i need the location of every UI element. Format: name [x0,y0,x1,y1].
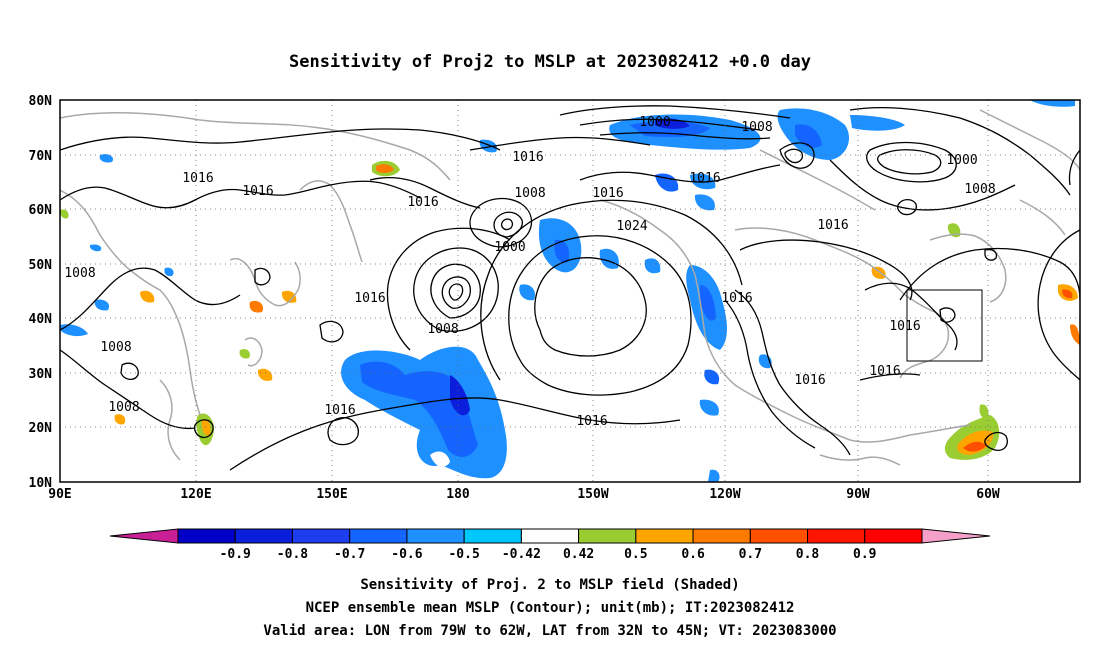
contour-label: 1016 [889,319,920,334]
colorbar-min-extension [109,528,179,544]
sensitivity-shading [60,100,1080,482]
contour-label: 1016 [324,403,355,418]
lat-tick-label: 80N [29,94,53,109]
contour-label: 1008 [64,266,95,281]
lon-tick-label: 150E [316,487,347,502]
colorbar-swatch [406,528,465,544]
contour-label: 1016 [576,414,607,429]
colorbar-swatch [291,528,351,544]
map-frame [59,99,1081,483]
contour-label: 1008 [514,186,545,201]
lat-tick-label: 20N [29,421,53,436]
colorbar-swatch [578,528,637,544]
contour-label: 1008 [108,400,139,415]
contour-label: 1008 [741,120,772,135]
contour-label: 1016 [689,171,720,186]
contour-label: 1016 [354,291,385,306]
lon-tick-label: 90W [846,487,870,502]
caption-line-2: NCEP ensemble mean MSLP (Contour); unit(… [306,600,795,616]
colorbar-swatch [807,528,866,544]
shade-negative-pacific-deep [450,375,470,416]
colorbar-tick-label: 0.7 [739,547,762,562]
colorbar-swatch [692,528,751,544]
colorbar-swatch [864,528,923,544]
colorbar-swatch [463,528,522,544]
contour-labels: 1000 1008 1016 1016 1016 1016 1008 1016 … [64,115,995,429]
colorbar-tick-label: 0.5 [624,547,647,562]
contour-label: 1016 [182,171,213,186]
colorbar-tick-label: -0.8 [277,547,308,562]
lon-tick-label: 90E [48,487,71,502]
colorbar-swatch [520,528,580,544]
lon-tick-label: 150W [577,487,608,502]
lon-tick-label: 60W [976,487,1000,502]
map-area: 1000 1008 1016 1016 1016 1016 1008 1016 … [60,100,1080,482]
figure-title: Sensitivity of Proj2 to MSLP at 20230824… [289,52,811,72]
contour-label: 1016 [512,150,543,165]
lon-tick-label: 180 [446,487,470,502]
mslp-contours [60,105,1080,471]
colorbar-tick-label: -0.6 [391,547,422,562]
colorbar-swatch [749,528,809,544]
lat-tick-label: 10N [29,476,53,491]
lat-tick-label: 50N [29,258,53,273]
lat-tick-label: 40N [29,312,53,327]
coastlines [60,109,1080,466]
lon-tick-label: 120W [709,487,740,502]
colorbar-tick-label: 0.42 [563,547,594,562]
contour-label: 1000 [639,115,670,130]
colorbar-tick-label: -0.9 [220,547,251,562]
contour-label: 1016 [592,186,623,201]
valid-area-box [906,289,983,362]
colorbar-swatch [177,528,236,544]
shade-negative-pacific-white [430,451,450,467]
colorbar-tick-label: 0.8 [796,547,820,562]
colorbar-tick-label: -0.42 [502,547,541,562]
contour-label: 1016 [817,218,848,233]
contour-label: 1016 [794,373,825,388]
colorbar: -0.9 -0.8 -0.7 -0.6 -0.5 -0.42 0.42 0.5 0.6 0.7 0.… [109,528,991,562]
colorbar-tick-label: -0.5 [448,547,479,562]
contour-label: 1000 [494,240,525,255]
colorbar-swatch [349,528,408,544]
colorbar-swatch [635,528,694,544]
contour-label: 1000 [946,153,977,168]
lon-tick-label: 120E [180,487,211,502]
contour-label: 1016 [721,291,752,306]
contour-label: 1024 [616,219,647,234]
graticule [60,100,1080,482]
contour-label: 1008 [100,340,131,355]
contour-label: 1016 [407,195,438,210]
colorbar-swatch [234,528,293,544]
contour-label: 1016 [869,364,900,379]
contour-label: 1008 [427,322,458,337]
shade-negative-pacific-core [360,361,478,457]
colorbar-tick-label: 0.6 [681,547,705,562]
contour-label: 1016 [242,184,273,199]
colorbar-max-extension [921,528,991,544]
colorbar-tick-label: -0.7 [334,547,365,562]
colorbar-tick-label: 0.9 [853,547,876,562]
lon-axis: 90E 120E 150E 180 150W 120W 90W 60W [48,487,1000,502]
caption-line-1: Sensitivity of Proj. 2 to MSLP field (Sh… [360,577,739,593]
lat-axis: 80N 70N 60N 50N 40N 30N 20N 10N [29,94,53,491]
caption-line-3: Valid area: LON from 79W to 62W, LAT fro… [263,623,836,639]
lat-tick-label: 70N [29,149,53,164]
contour-label: 1008 [964,182,995,197]
lat-tick-label: 30N [29,367,53,382]
lat-tick-label: 60N [29,203,53,218]
